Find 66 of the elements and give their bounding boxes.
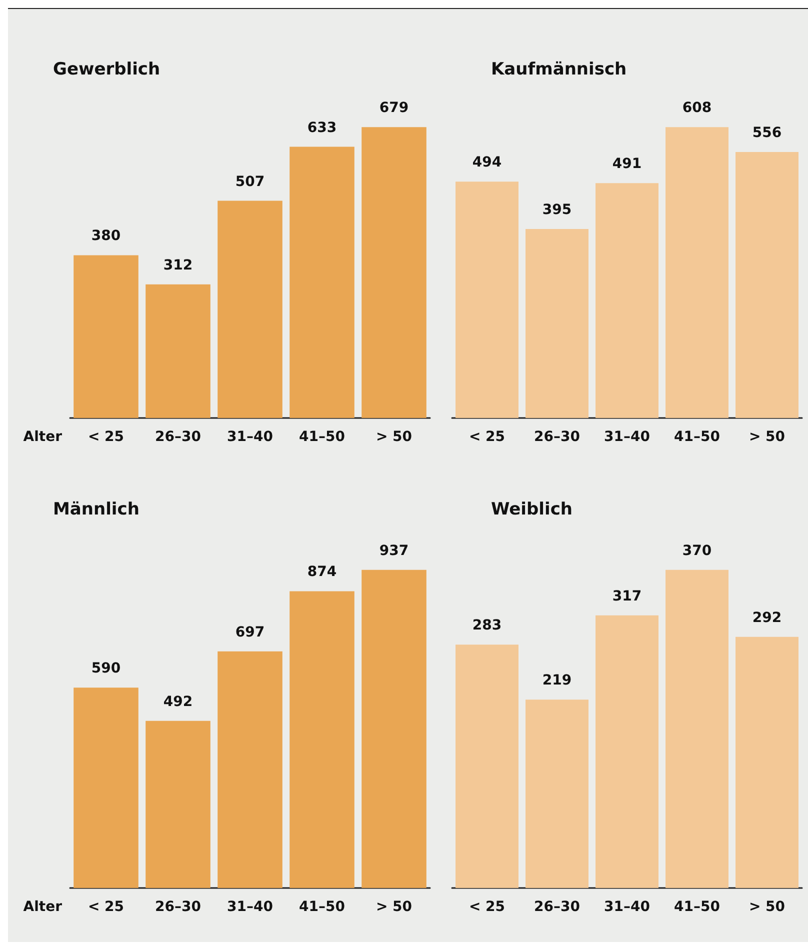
data-label: 312 xyxy=(163,257,193,274)
data-label: 380 xyxy=(91,228,121,244)
data-label: 283 xyxy=(472,618,502,634)
bar xyxy=(74,255,138,418)
data-label: 494 xyxy=(472,154,502,171)
bar xyxy=(218,651,282,888)
x-tick-label: > 50 xyxy=(376,899,412,915)
bar xyxy=(362,127,426,418)
x-tick-label: > 50 xyxy=(376,429,412,445)
data-label: 633 xyxy=(307,120,337,136)
x-tick-label: 26–30 xyxy=(155,429,202,445)
data-label: 937 xyxy=(379,542,409,559)
data-label: 590 xyxy=(91,660,121,677)
bar xyxy=(74,688,138,888)
x-tick-label: 31–40 xyxy=(604,429,650,445)
chart-title: Gewerblich xyxy=(53,60,160,80)
x-tick-label: < 25 xyxy=(468,429,506,445)
x-axis-title: Alter xyxy=(23,429,62,445)
bar xyxy=(526,229,588,418)
x-tick-label: < 25 xyxy=(88,429,124,445)
data-label: 491 xyxy=(612,156,642,172)
data-label: 556 xyxy=(752,124,782,141)
bar xyxy=(456,644,518,888)
x-tick-label: 31–40 xyxy=(227,899,274,915)
bar xyxy=(290,591,354,888)
x-tick-label: 41–50 xyxy=(299,429,346,445)
x-tick-label: 41–50 xyxy=(299,899,346,915)
x-tick-label: 26–30 xyxy=(534,899,580,915)
data-label: 507 xyxy=(235,174,265,190)
chart-title: Weiblich xyxy=(491,500,573,520)
bar xyxy=(596,615,658,888)
x-tick-label: < 25 xyxy=(468,899,506,915)
x-tick-label: > 50 xyxy=(748,899,786,915)
bar xyxy=(666,570,728,888)
data-label: 370 xyxy=(682,542,712,559)
data-label: 679 xyxy=(379,100,409,116)
bar xyxy=(456,182,518,418)
bar xyxy=(290,146,354,418)
bar xyxy=(146,720,210,888)
data-label: 697 xyxy=(235,624,265,640)
chart-title: Kaufmännisch xyxy=(491,60,627,80)
bar xyxy=(666,127,728,418)
x-tick-label: > 50 xyxy=(748,429,786,445)
bar xyxy=(362,570,426,888)
data-label: 317 xyxy=(612,588,642,604)
bar xyxy=(736,636,798,888)
bar xyxy=(596,183,658,418)
bar xyxy=(146,284,210,418)
data-label: 874 xyxy=(307,564,337,580)
x-tick-label: 31–40 xyxy=(227,429,274,445)
bar xyxy=(736,152,798,418)
bar xyxy=(526,700,588,888)
x-tick-label: 41–50 xyxy=(674,429,720,445)
x-tick-label: 31–40 xyxy=(604,899,650,915)
data-label: 608 xyxy=(682,100,712,116)
bar xyxy=(218,200,282,418)
data-label: 292 xyxy=(752,610,782,626)
x-tick-label: 26–30 xyxy=(534,429,580,445)
data-label: 395 xyxy=(542,202,572,218)
x-tick-label: 41–50 xyxy=(674,899,720,915)
x-tick-label: 26–30 xyxy=(155,899,202,915)
data-label: 219 xyxy=(542,672,572,689)
x-axis-title: Alter xyxy=(23,899,62,915)
data-label: 492 xyxy=(163,694,193,710)
chart-title: Männlich xyxy=(53,500,140,520)
x-tick-label: < 25 xyxy=(88,899,124,915)
